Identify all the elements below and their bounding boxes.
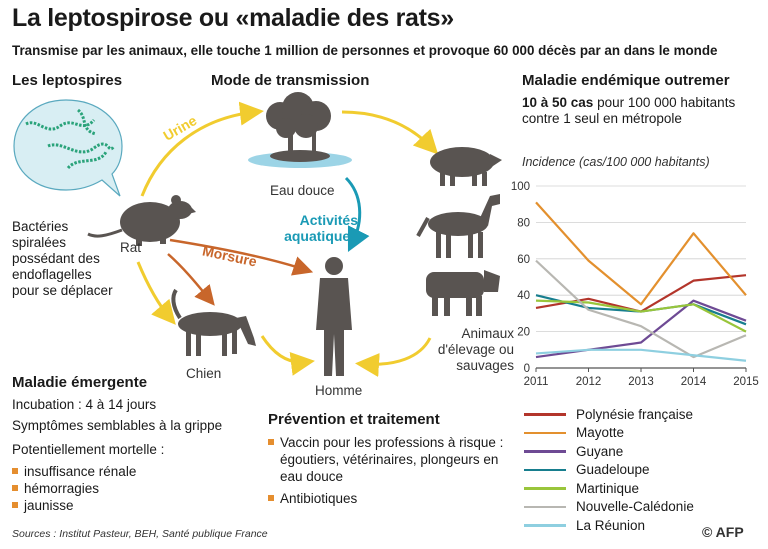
eau-douce-label: Eau douce [270,183,335,198]
incidence-chart: 0 20 40 60 80 100 2011 2012 2013 2014 2015 [511,181,759,388]
arrow-dog-to-man [260,335,315,376]
series-line [535,201,747,306]
legend-item: Polynésie française [524,405,694,424]
y-tick-label: 60 [517,254,530,266]
list-item: insuffisance rénale [12,463,212,480]
complications-list: insuffisance rénale hémorragies jaunisse [12,463,212,514]
legend-swatch [524,468,566,471]
legend-swatch [524,487,566,490]
legend-label: Mayotte [576,425,625,441]
legend-label: Martinique [576,480,640,496]
legend-label: Guyane [576,443,624,459]
tree-icon [266,92,331,154]
prevention-list: Vaccin pour les professions à risque : é… [268,434,504,507]
legend-swatch [524,450,566,453]
legend-label: Guadeloupe [576,462,650,478]
legend-item: La Réunion [524,516,694,535]
arrow-water-to-animals [341,110,439,155]
arrow-water-to-man [344,176,370,253]
emergente-heading: Maladie émergente [12,374,148,391]
endemique-highlight: 10 à 50 cas [522,95,594,110]
homme-label: Homme [315,383,363,398]
man-icon [316,257,352,376]
activities-label: Activités aquatiques [284,212,358,244]
x-tick-label: 2014 [681,376,707,388]
legend-item: Guadeloupe [524,461,694,480]
legend-item: Guyane [524,442,694,461]
x-tick-label: 2011 [524,376,549,388]
x-tick-label: 2012 [576,376,602,388]
cow-icon [426,270,500,316]
x-tick-label: 2015 [733,376,759,388]
x-tick-label: 2013 [628,376,654,388]
leptospires-heading: Les leptospires [12,72,123,89]
arrow-rat-to-man [169,238,314,276]
legend-item: Martinique [524,479,694,498]
legend-item: Mayotte [524,424,694,443]
arrow-animals-to-man [355,337,432,377]
series-line [535,274,747,313]
leptospires-description: Bactéries spiralées possédant des endofl… [12,219,113,298]
incubation-text: Incubation : 4 à 14 jours [12,397,157,412]
series-line [535,348,747,362]
legend-swatch [524,413,566,416]
rat-icon [87,195,196,246]
endemique-rest: pour 100 000 habitants contre 1 seul en … [522,95,736,126]
transmission-heading: Mode de transmission [211,72,370,89]
animaux-label: Animaux d'élevage ou sauvages [437,326,514,373]
legend-swatch [524,524,566,527]
rat-label: Rat [120,240,142,255]
legend-label: Polynésie française [576,406,694,422]
arrow-rat-to-water [140,101,264,197]
pig-icon [430,147,502,186]
y-tick-label: 0 [524,363,530,375]
endemique-heading: Maladie endémique outremer [522,72,730,89]
arrow-rat-to-dog [136,261,176,325]
y-tick-label: 100 [511,181,530,193]
y-tick-label: 80 [517,217,530,229]
list-item: jaunisse [12,497,212,514]
symptomes-text: Symptômes semblables à la grippe [12,418,223,433]
y-tick-label: 20 [517,327,530,339]
legend-label: Nouvelle-Calédonie [576,499,694,515]
arrow-rat-to-dog-bite [167,253,215,306]
page-subtitle: Transmise par les animaux, elle touche 1… [12,43,718,58]
list-item: Vaccin pour les professions à risque : é… [268,434,504,485]
y-tick-label: 40 [517,290,530,302]
legend-swatch [524,431,566,434]
chart-title: Incidence (cas/100 000 habitants) [522,155,710,169]
mortelle-text: Potentiellement mortelle : [12,442,165,457]
series-line [535,259,747,359]
dog-icon [171,288,256,356]
list-item: hémorragies [12,480,212,497]
legend-label: La Réunion [576,517,646,533]
chart-legend: Polynésie française Mayotte Guyane Guadelou… [524,405,694,535]
list-item: Antibiotiques [268,490,504,507]
page-title: La leptospirose ou «maladie des rats» [12,4,454,32]
series-line [535,299,747,359]
sources-text: Sources : Institut Pasteur, BEH, Santé p… [12,528,268,540]
bacteria-bubble-icon [13,99,123,197]
legend-swatch [524,505,566,508]
endemique-text: 10 à 50 cas pour 100 000 habitants contr… [522,95,752,127]
prevention-heading: Prévention et traitement [268,411,440,428]
legend-item: Nouvelle-Calédonie [524,498,694,517]
horse-icon [416,194,500,258]
series-line [535,299,747,333]
afp-credit: © AFP [702,524,744,540]
chien-label: Chien [186,366,222,381]
